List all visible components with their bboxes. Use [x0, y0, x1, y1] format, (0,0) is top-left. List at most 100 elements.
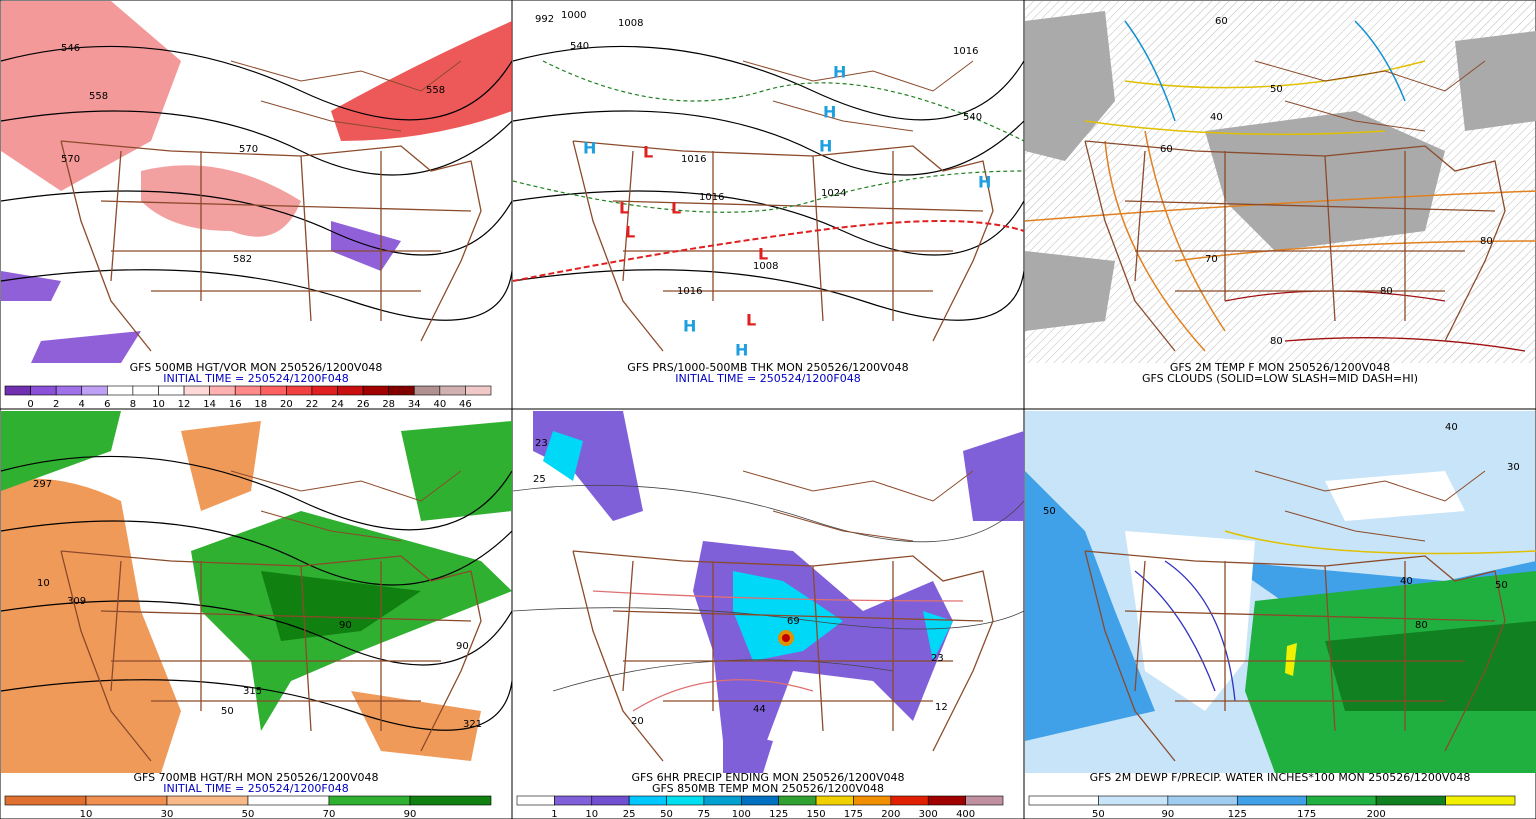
colorbar-label: 2	[53, 399, 59, 410]
colorbar-swatch	[628, 795, 667, 806]
caption: GFS CLOUDS (SOLID=LOW SLASH=MID DASH=HI)	[1142, 372, 1418, 385]
contour-label: 540	[963, 112, 982, 123]
colorbar-swatch	[209, 385, 236, 396]
contour-label: 992	[535, 14, 554, 25]
colorbar-swatch	[30, 385, 57, 396]
contour-label: 558	[426, 85, 445, 96]
map: 992 1000 1008 1016 1016 1016 1024 1008 1…	[512, 10, 1025, 360]
contour-label: 1016	[681, 154, 706, 165]
colorbar-label: 46	[459, 399, 472, 410]
contour-label: 309	[67, 596, 86, 607]
colorbar-swatch	[927, 795, 966, 806]
colorbar-label: 400	[956, 809, 975, 819]
caption: GFS 2M DEWP F/PRECIP. WATER INCHES*100 M…	[1090, 771, 1471, 784]
colorbar-swatch	[853, 795, 892, 806]
colorbar-swatch	[328, 795, 411, 806]
high-marker: H	[819, 137, 832, 156]
contour-label: 1016	[699, 192, 724, 203]
contour-label: 315	[243, 686, 262, 697]
colorbar-swatch	[85, 795, 168, 806]
low-marker: L	[619, 199, 629, 218]
colorbar-label: 150	[807, 809, 826, 819]
high-marker: H	[583, 139, 596, 158]
colorbar-label: 40	[433, 399, 446, 410]
contour-label: 297	[33, 479, 52, 490]
contour-label: 80	[1380, 286, 1393, 297]
colorbar-label: 125	[769, 809, 788, 819]
contour-label: 1016	[953, 46, 978, 57]
contour-label: 10	[37, 578, 50, 589]
colorbar-label: 50	[1092, 809, 1105, 819]
colorbar-label: 100	[732, 809, 751, 819]
colorbar-label: 300	[919, 809, 938, 819]
low-marker: L	[625, 223, 635, 242]
contour-label: 60	[1215, 16, 1228, 27]
caption: INITIAL TIME = 250524/1200F048	[163, 782, 348, 795]
contour-label: 50	[1043, 506, 1056, 517]
contour-label: 570	[239, 144, 258, 155]
colorbar-label: 175	[1297, 809, 1316, 819]
colorbar-swatch	[591, 795, 630, 806]
colorbar-swatch	[741, 795, 779, 806]
contour-label: 321	[463, 719, 482, 730]
colorbar-swatch	[311, 385, 338, 396]
colorbar-swatch	[815, 795, 854, 806]
high-marker: H	[823, 103, 836, 122]
colorbar-label: 1	[551, 809, 557, 819]
colorbar-label: 70	[323, 809, 336, 819]
caption: GFS 500MB HGT/VOR MON 250526/1200V048	[130, 361, 383, 374]
colorbar-swatch	[1306, 795, 1377, 806]
colorbar-label: 28	[382, 399, 395, 410]
low-marker: L	[746, 311, 756, 330]
contour-label: 1016	[677, 286, 702, 297]
colorbar-label: 175	[844, 809, 863, 819]
colorbar-swatch	[1236, 795, 1308, 806]
colorbar-label: 0	[27, 399, 33, 410]
colorbar-swatch	[1445, 795, 1516, 806]
colorbar-label: 25	[623, 809, 636, 819]
colorbar-swatch	[286, 385, 313, 396]
contour-label: 70	[1205, 254, 1218, 265]
colorbar-label: 4	[79, 399, 85, 410]
contour-label: 25	[533, 474, 546, 485]
map: 297 309 315 321 10 50 90 90	[0, 411, 513, 773]
colorbar-label: 30	[161, 809, 174, 819]
contour-label: 90	[339, 620, 352, 631]
colorbar-label: 22	[306, 399, 319, 410]
caption: INITIAL TIME = 250524/1200F048	[163, 372, 348, 385]
contour-label: 546	[61, 43, 80, 54]
high-marker: H	[735, 341, 748, 360]
contour-label: 1008	[753, 261, 778, 272]
colorbar-swatch	[666, 795, 705, 806]
colorbar-swatch	[158, 385, 185, 396]
caption: INITIAL TIME = 250524/1200F048	[675, 372, 860, 385]
contour-label: 40	[1210, 112, 1223, 123]
colorbar-swatch	[4, 795, 87, 806]
colorbar-label: 12	[178, 399, 191, 410]
contour-label: 69	[787, 616, 800, 627]
colorbar-swatch	[778, 795, 817, 806]
contour-label: 80	[1270, 336, 1283, 347]
map: 60 50 40 70 80 80 80 60	[1024, 1, 1536, 363]
colorbar-swatch	[260, 385, 287, 396]
colorbar-swatch	[554, 795, 593, 806]
colorbar-swatch	[337, 385, 364, 396]
contour-label: 12	[935, 702, 948, 713]
colorbar-swatch	[465, 385, 492, 396]
panel-legend: GFS 6HR PRECIP ENDING MON 250526/1200V04…	[516, 771, 1004, 819]
contour-label: 44	[753, 704, 766, 715]
contour-label: 558	[89, 91, 108, 102]
colorbar-swatch	[183, 385, 210, 396]
colorbar-label: 200	[1367, 809, 1386, 819]
colorbar-swatch	[413, 385, 441, 396]
colorbar-label: 10	[80, 809, 93, 819]
colorbar-label: 200	[881, 809, 900, 819]
colorbar-label: 26	[357, 399, 370, 410]
colorbar-label: 50	[242, 809, 255, 819]
contour-label: 570	[61, 154, 80, 165]
colorbar-swatch	[1028, 795, 1099, 806]
contour-label: 50	[1495, 580, 1508, 591]
contour-label: 50	[221, 706, 234, 717]
